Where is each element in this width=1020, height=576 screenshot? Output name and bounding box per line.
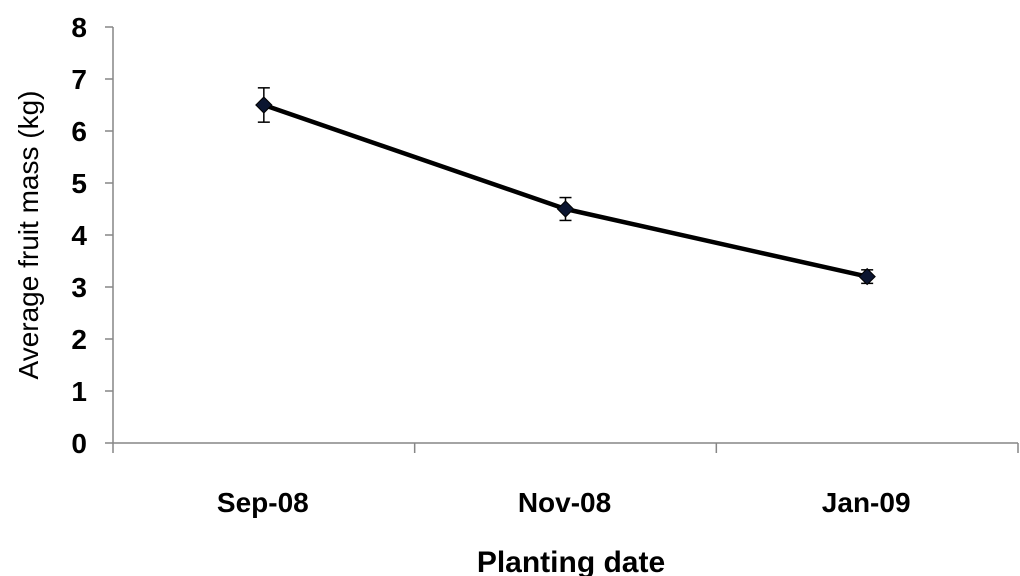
y-tick-label: 3 — [71, 272, 87, 303]
series-line — [261, 102, 870, 279]
y-tick-label: 8 — [71, 12, 87, 43]
x-tick-label: Nov-08 — [518, 487, 611, 518]
error-bars — [257, 87, 874, 285]
tick-labels: 0 1 2 3 4 5 6 7 8 Sep-08 Nov-08 Jan-09 — [71, 12, 910, 518]
data-markers — [255, 96, 876, 286]
data-point-marker — [556, 200, 575, 218]
y-axis-label: Average fruit mass (kg) — [13, 91, 44, 380]
axes — [105, 26, 1019, 453]
y-tick-label: 4 — [71, 220, 87, 251]
y-tick-label: 1 — [71, 376, 87, 407]
y-tick-label: 7 — [71, 64, 87, 95]
series-line-group — [261, 102, 870, 279]
data-point-marker — [255, 96, 273, 114]
y-tick-label: 5 — [71, 168, 87, 199]
y-tick-label: 6 — [71, 116, 87, 147]
y-tick-label: 2 — [71, 324, 87, 355]
x-tick-label: Sep-08 — [217, 487, 309, 518]
y-tick-label: 0 — [71, 428, 87, 459]
x-tick-label: Jan-09 — [822, 487, 911, 518]
x-axis-label: Planting date — [477, 546, 665, 576]
data-point-marker — [858, 267, 876, 286]
